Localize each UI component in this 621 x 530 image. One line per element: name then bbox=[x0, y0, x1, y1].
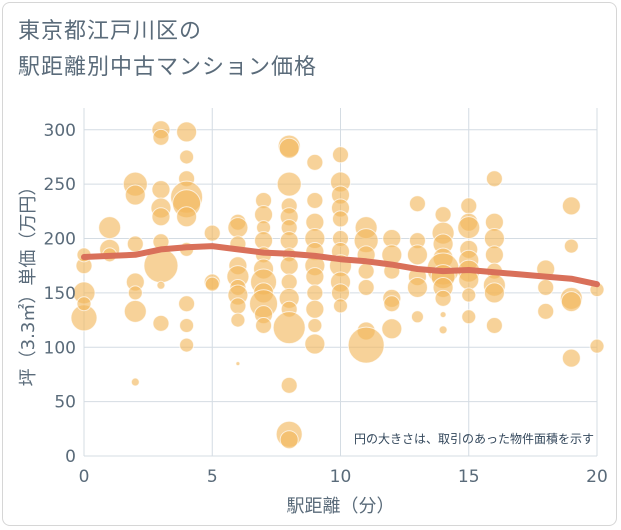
x-tick-label-4: 20 bbox=[586, 467, 608, 487]
bubble-point-24 bbox=[176, 121, 198, 143]
bubble-point-146 bbox=[563, 238, 579, 254]
bubble-point-144 bbox=[537, 302, 555, 320]
trend-line bbox=[81, 243, 600, 288]
bubble-point-83 bbox=[307, 318, 323, 333]
bubble-point-44 bbox=[229, 297, 247, 315]
bubble-point-5 bbox=[98, 216, 122, 240]
bubble-point-12 bbox=[127, 285, 143, 301]
bubble-point-99 bbox=[357, 262, 375, 280]
bubble-point-74 bbox=[306, 153, 324, 171]
bubble-point-70 bbox=[272, 311, 306, 345]
bubble-point-132 bbox=[461, 287, 477, 303]
bubble-point-149 bbox=[561, 348, 581, 368]
bubble-point-125 bbox=[460, 197, 478, 215]
bubble-point-102 bbox=[347, 326, 385, 364]
bubble-point-108 bbox=[381, 318, 403, 340]
bubble-point-4 bbox=[76, 296, 92, 312]
chart-title-line-2: 駅距離別中古マンション価格 bbox=[18, 55, 318, 80]
x-tick-label-3: 15 bbox=[458, 467, 480, 487]
bubble-point-71 bbox=[280, 376, 298, 394]
bubble-point-143 bbox=[537, 278, 555, 296]
bubble-point-151 bbox=[589, 338, 605, 354]
bubble-point-134 bbox=[485, 170, 503, 188]
bubble-point-141 bbox=[485, 317, 503, 334]
bubble-point-123 bbox=[439, 311, 447, 319]
bubble-point-31 bbox=[178, 295, 196, 313]
bubble-point-127 bbox=[457, 216, 481, 240]
bubble-point-9 bbox=[124, 184, 146, 206]
bubble-point-133 bbox=[461, 309, 477, 325]
x-tick-label-0: 0 bbox=[79, 467, 90, 487]
bubble-point-33 bbox=[179, 337, 195, 353]
bubble-point-14 bbox=[130, 377, 140, 387]
bubble-point-75 bbox=[306, 191, 324, 209]
y-tick-label-6: 300 bbox=[44, 121, 76, 141]
bubble-point-80 bbox=[305, 267, 325, 287]
bubble-point-107 bbox=[383, 295, 401, 313]
y-tick-label-3: 150 bbox=[44, 284, 76, 304]
bubble-point-122 bbox=[434, 289, 452, 307]
chart-title: 東京都江戸川区の 駅距離別中古マンション価格 bbox=[18, 14, 317, 86]
bubble-point-73 bbox=[279, 430, 299, 450]
bubble-point-140 bbox=[483, 282, 505, 304]
bubble-point-29 bbox=[176, 206, 198, 228]
bubble-point-82 bbox=[305, 299, 325, 319]
bubble-point-124 bbox=[438, 325, 448, 335]
bubble-point-17 bbox=[151, 180, 171, 200]
bubble-point-84 bbox=[304, 333, 326, 355]
bubble-point-100 bbox=[357, 278, 375, 296]
bubble-point-89 bbox=[332, 210, 349, 228]
y-tick-label-1: 50 bbox=[54, 393, 76, 413]
bubble-series bbox=[70, 120, 605, 450]
bubble-point-95 bbox=[333, 298, 348, 314]
bubble-point-111 bbox=[406, 244, 428, 266]
bubble-point-19 bbox=[151, 207, 171, 227]
bubble-point-145 bbox=[561, 196, 581, 216]
bubble-point-137 bbox=[484, 245, 504, 265]
y-axis-label: 坪（3.3㎡）単価（万円） bbox=[17, 178, 39, 387]
bubble-point-32 bbox=[179, 318, 195, 333]
bubble-point-115 bbox=[434, 206, 452, 224]
x-axis-label: 駅距離（分） bbox=[287, 496, 395, 517]
bubble-point-59 bbox=[278, 137, 300, 159]
bubble-point-45 bbox=[230, 312, 246, 328]
bubble-point-67 bbox=[280, 273, 298, 291]
bubble-point-22 bbox=[156, 280, 166, 290]
bubble-point-66 bbox=[279, 256, 299, 276]
y-tick-label-2: 100 bbox=[44, 338, 76, 358]
bubble-point-38 bbox=[227, 217, 249, 239]
bubble-point-46 bbox=[235, 361, 241, 367]
bubble-point-64 bbox=[279, 231, 299, 251]
bubble-point-10 bbox=[126, 235, 144, 253]
bubble-point-16 bbox=[152, 128, 170, 146]
bubble-point-13 bbox=[123, 299, 147, 323]
bubble-point-57 bbox=[255, 317, 273, 334]
bubble-point-113 bbox=[406, 276, 428, 298]
bubble-point-114 bbox=[410, 310, 424, 324]
bubble-point-36 bbox=[204, 276, 220, 292]
x-tick-label-2: 10 bbox=[330, 467, 352, 487]
bubble-point-148 bbox=[560, 291, 582, 313]
bubble-point-109 bbox=[408, 195, 426, 213]
bubble-point-85 bbox=[332, 146, 349, 164]
bubble-point-34 bbox=[203, 224, 221, 242]
size-annotation: 円の大きさは、取引のあった物件面積を示す bbox=[354, 431, 594, 446]
x-tick-label-1: 5 bbox=[207, 467, 218, 487]
bubble-point-23 bbox=[152, 314, 170, 332]
bubble-point-60 bbox=[276, 171, 302, 197]
y-tick-label-0: 0 bbox=[65, 447, 76, 467]
chart-title-line-1: 東京都江戸川区の bbox=[18, 19, 203, 44]
y-tick-label-4: 200 bbox=[44, 230, 76, 250]
bubble-point-81 bbox=[306, 284, 324, 302]
y-tick-label-5: 250 bbox=[44, 175, 76, 195]
bubble-point-25 bbox=[179, 149, 195, 165]
